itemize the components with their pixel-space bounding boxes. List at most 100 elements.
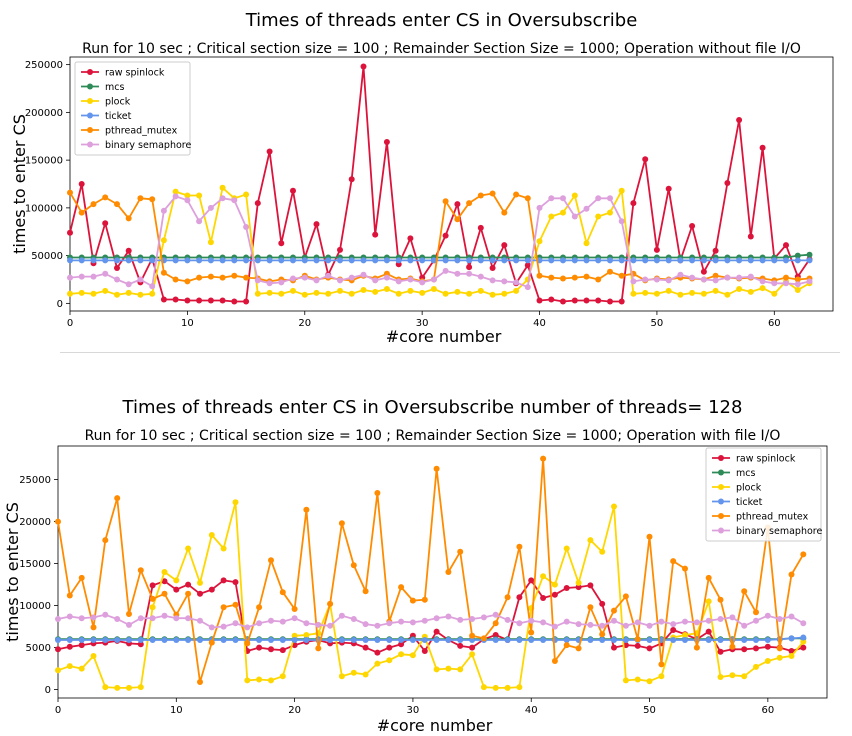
data-point: [160, 237, 167, 244]
data-point: [445, 637, 452, 643]
data-point: [149, 595, 156, 602]
data-point: [301, 291, 308, 298]
series-line: [58, 636, 804, 641]
data-point: [126, 684, 132, 691]
data-point: [149, 637, 156, 643]
data-point: [516, 620, 523, 627]
data-point: [185, 581, 192, 588]
data-point: [788, 635, 795, 642]
data-point: [114, 495, 121, 502]
data-point: [536, 297, 543, 304]
data-point: [634, 619, 641, 626]
data-point: [125, 247, 132, 254]
data-point: [563, 642, 570, 649]
data-point: [172, 188, 179, 195]
data-point: [794, 257, 801, 264]
data-point: [338, 673, 345, 680]
data-point: [55, 518, 61, 525]
chart-separator: [60, 352, 840, 353]
data-point: [243, 274, 250, 281]
data-point: [560, 195, 566, 202]
series-line: [57, 501, 804, 689]
data-point: [794, 252, 801, 259]
data-point: [327, 637, 334, 643]
data-point: [231, 298, 238, 305]
data-point: [197, 590, 203, 597]
data-point: [266, 257, 273, 264]
data-point: [348, 290, 355, 297]
data-point: [67, 257, 73, 264]
data-point: [771, 280, 778, 287]
data-point: [524, 195, 531, 202]
data-point: [374, 660, 381, 667]
data-point: [646, 533, 653, 540]
data-point: [360, 287, 367, 293]
data-point: [421, 617, 428, 624]
data-point: [78, 289, 85, 296]
data-point: [386, 644, 393, 651]
data-point: [575, 645, 582, 652]
data-point: [126, 611, 132, 617]
legend-swatch-marker: [718, 513, 724, 519]
data-point: [595, 276, 602, 283]
series-line: [69, 192, 810, 283]
data-point: [682, 618, 688, 625]
legend-entry: binary semaphore: [105, 140, 191, 151]
data-point: [587, 537, 594, 544]
data-point: [338, 637, 345, 643]
data-point: [469, 651, 476, 658]
data-point: [185, 615, 192, 622]
data-point: [764, 643, 771, 650]
data-point: [682, 637, 688, 643]
data-point: [516, 543, 523, 550]
data-point: [398, 651, 405, 658]
data-point: [278, 290, 285, 297]
x-tick-label: 40: [525, 705, 538, 716]
data-point: [78, 665, 85, 672]
data-point: [442, 232, 449, 239]
data-point: [207, 257, 214, 264]
data-point: [480, 614, 487, 621]
data-point: [466, 257, 473, 264]
data-point: [256, 676, 263, 683]
data-point: [575, 584, 582, 591]
data-point: [469, 616, 476, 622]
data-point: [670, 637, 677, 643]
data-point: [611, 503, 617, 510]
data-point: [682, 565, 688, 572]
data-point: [360, 63, 367, 70]
series-binary-semaphore: [55, 611, 807, 631]
data-point: [788, 571, 795, 578]
data-point: [442, 267, 449, 274]
data-point: [480, 684, 487, 691]
data-point: [149, 283, 156, 290]
data-point: [741, 588, 748, 595]
y-tick-label: 25000: [19, 475, 51, 486]
data-point: [595, 195, 602, 202]
data-point: [266, 289, 273, 296]
data-point: [279, 637, 286, 643]
data-point: [55, 646, 61, 653]
legend-swatch-marker: [718, 484, 724, 490]
data-point: [540, 455, 547, 462]
data-point: [712, 257, 719, 264]
data-point: [78, 615, 85, 622]
data-point: [457, 616, 464, 623]
data-point: [313, 277, 320, 284]
data-point: [575, 621, 582, 628]
data-point: [642, 257, 649, 264]
data-point: [724, 291, 731, 298]
data-point: [161, 637, 168, 643]
data-point: [243, 224, 250, 230]
data-point: [548, 195, 555, 202]
data-point: [513, 279, 520, 286]
legend-swatch-marker: [87, 127, 93, 133]
data-point: [724, 257, 731, 264]
data-point: [102, 287, 109, 294]
data-point: [173, 577, 180, 584]
series-line: [69, 186, 810, 296]
x-tick-label: 20: [288, 705, 301, 716]
data-point: [243, 257, 250, 264]
data-point: [126, 621, 132, 628]
data-point: [753, 617, 759, 624]
